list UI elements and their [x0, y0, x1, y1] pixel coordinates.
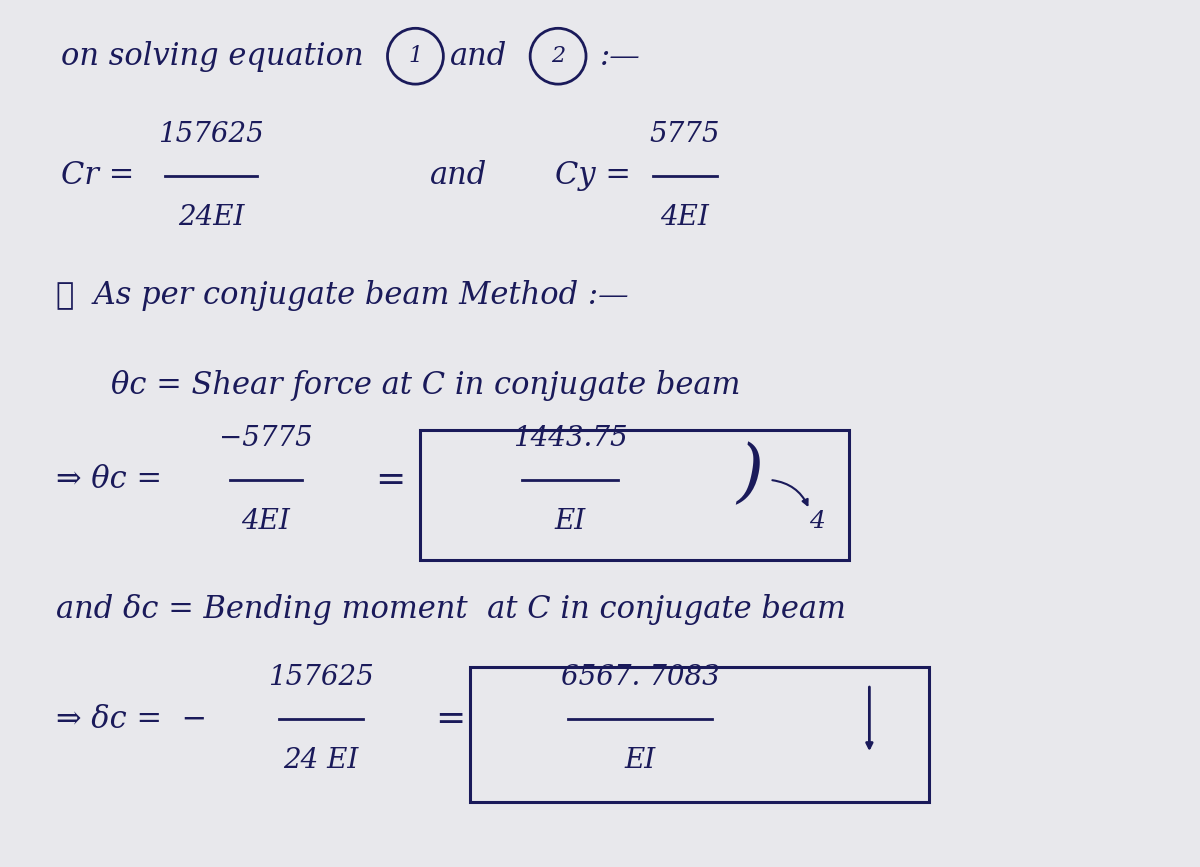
Text: ∴  As per conjugate beam Method :—: ∴ As per conjugate beam Method :—	[56, 280, 629, 311]
Text: EI: EI	[624, 747, 655, 774]
Text: 24EI: 24EI	[178, 204, 244, 231]
Text: θc = Shear force at C in conjugate beam: θc = Shear force at C in conjugate beam	[112, 369, 740, 401]
Bar	[470, 668, 929, 802]
Text: 4EI: 4EI	[241, 508, 290, 535]
Text: Cy =: Cy =	[556, 160, 631, 192]
Text: =: =	[436, 702, 466, 736]
Text: ): )	[736, 441, 763, 508]
Text: Cr =: Cr =	[61, 160, 134, 192]
Text: and: and	[431, 160, 487, 192]
Text: 6567. 7083: 6567. 7083	[560, 664, 719, 691]
Text: 4EI: 4EI	[660, 204, 709, 231]
Text: EI: EI	[554, 508, 586, 535]
Text: 4: 4	[810, 510, 826, 532]
Text: ⇒ θc =: ⇒ θc =	[56, 465, 162, 495]
Text: =: =	[376, 463, 406, 497]
Text: 157625: 157625	[158, 121, 264, 148]
Text: and: and	[450, 41, 508, 72]
Text: −5775: −5775	[218, 425, 313, 452]
Text: 5775: 5775	[649, 121, 720, 148]
Text: on solving equation: on solving equation	[61, 41, 364, 72]
Text: ⇒ δc =  −: ⇒ δc = −	[56, 704, 208, 734]
Text: 1: 1	[408, 45, 422, 68]
Text: and δc = Bending moment  at C in conjugate beam: and δc = Bending moment at C in conjugat…	[56, 594, 846, 625]
Text: 24 EI: 24 EI	[283, 747, 359, 774]
Text: :—: :—	[600, 41, 641, 72]
Text: 1443.75: 1443.75	[512, 425, 628, 452]
Text: 2: 2	[551, 45, 565, 68]
Bar	[420, 430, 850, 559]
Text: 157625: 157625	[268, 664, 373, 691]
